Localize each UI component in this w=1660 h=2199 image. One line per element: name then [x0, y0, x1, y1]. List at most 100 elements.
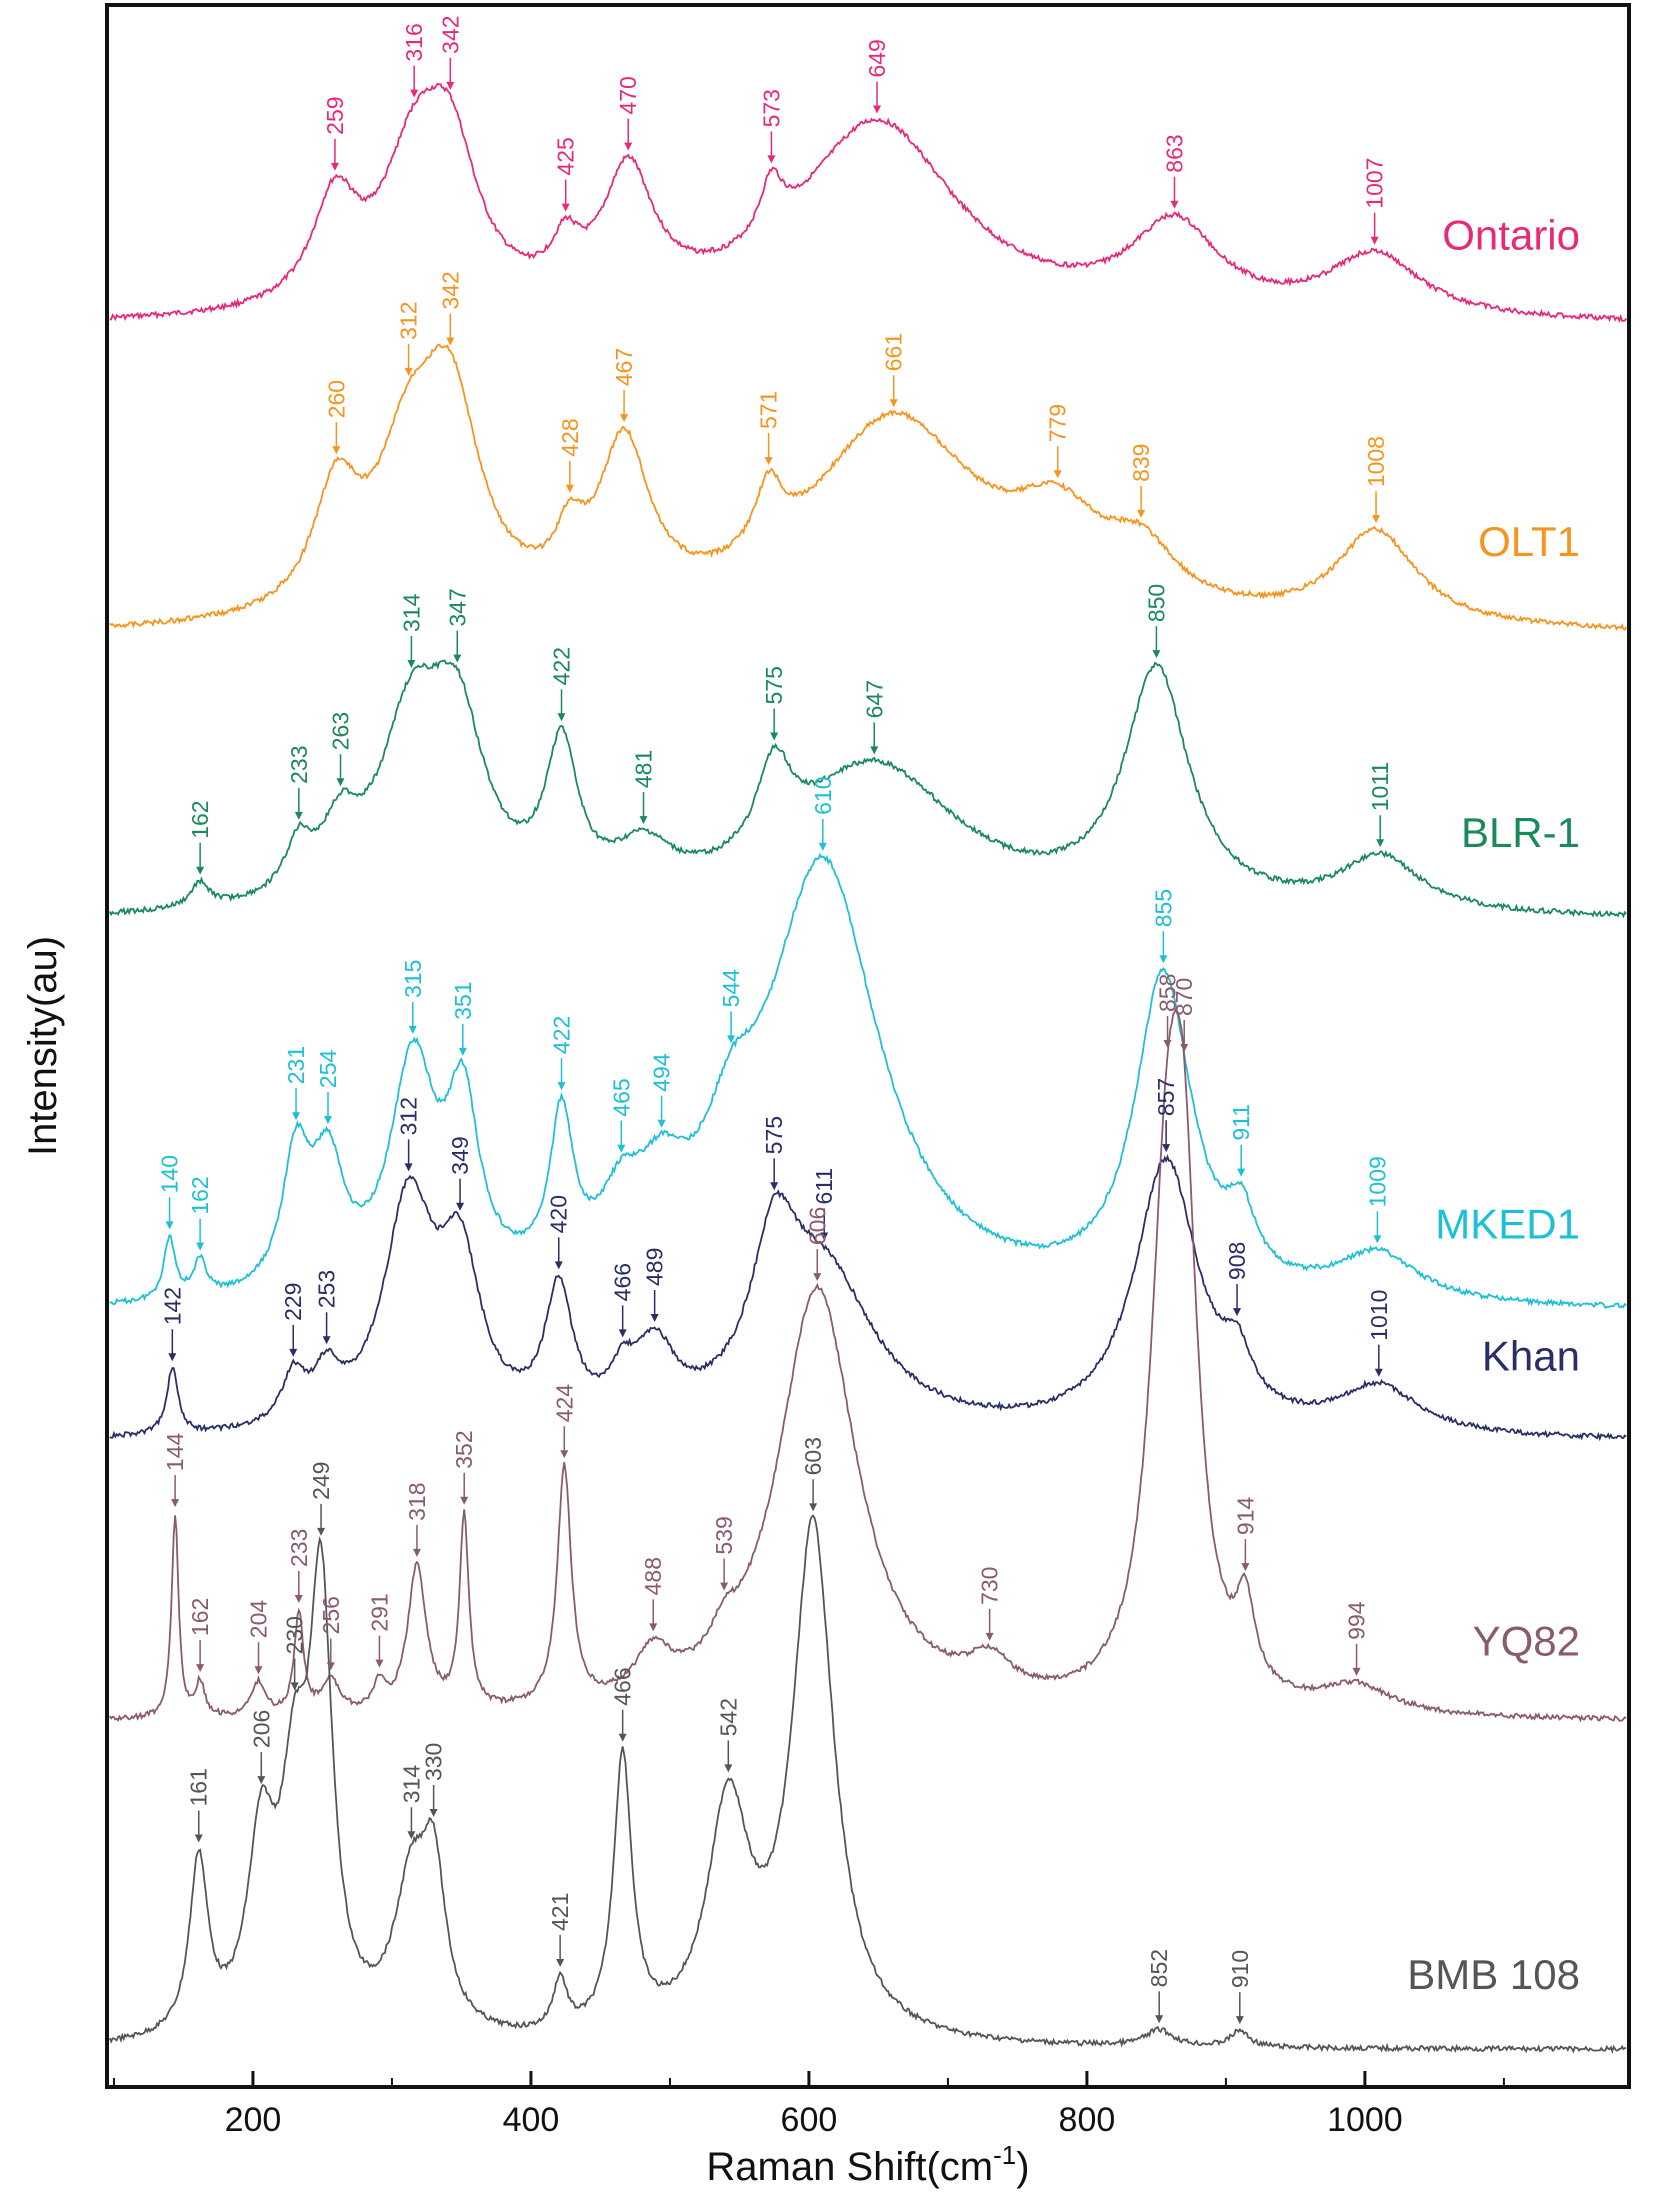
x-axis: 200 400 600 800 1000 — [112, 2071, 1505, 2139]
peak-label-bmb-108-249: 249 — [308, 1462, 334, 1500]
peak-arrowhead-mked1-465 — [617, 1144, 626, 1153]
peak-arrowhead-blr-1-162 — [196, 866, 205, 875]
peak-label-mked1-254: 254 — [315, 1049, 341, 1088]
peak-arrowhead-yq82-539 — [720, 1582, 729, 1591]
peak-arrowhead-mked1-315 — [408, 1025, 417, 1034]
peak-arrowhead-ontario-342 — [446, 81, 455, 90]
peak-arrowhead-mked1-162 — [196, 1242, 205, 1251]
peak-arrowhead-bmb-108-421 — [556, 1958, 565, 1967]
peak-arrowhead-mked1-911 — [1237, 1168, 1246, 1177]
x-tick-label-200: 200 — [225, 2101, 282, 2139]
x-axis-title-end: ) — [1016, 2145, 1029, 2189]
peak-label-mked1-140: 140 — [157, 1155, 183, 1193]
peak-arrowhead-yq82-256 — [326, 1662, 335, 1671]
peak-arrowhead-khan-489 — [650, 1314, 659, 1323]
peak-label-khan-420: 420 — [546, 1195, 572, 1233]
peak-label-bmb-108-330: 330 — [421, 1743, 447, 1781]
peak-arrowhead-mked1-1009 — [1373, 1235, 1382, 1244]
peak-label-ontario-316: 316 — [401, 23, 427, 61]
peak-arrowhead-khan-229 — [289, 1348, 298, 1357]
peak-label-yq82-424: 424 — [551, 1384, 577, 1423]
peak-arrowhead-mked1-140 — [165, 1221, 174, 1230]
peak-arrowhead-mked1-855 — [1159, 955, 1168, 964]
peak-label-yq82-233: 233 — [286, 1529, 312, 1567]
peak-label-ontario-342: 342 — [437, 15, 463, 53]
series-olt1-line — [109, 343, 1627, 631]
peak-arrowhead-ontario-1007 — [1370, 236, 1379, 245]
peak-label-bmb-108-603: 603 — [800, 1437, 826, 1475]
peak-arrowhead-yq82-488 — [649, 1623, 658, 1632]
peak-label-blr-1-1011: 1011 — [1367, 762, 1393, 811]
peak-label-yq82-914: 914 — [1232, 1496, 1258, 1535]
x-axis-title: Raman Shift(cm-1) — [706, 2140, 1029, 2189]
peak-arrowhead-blr-1-347 — [453, 654, 462, 663]
peak-arrowhead-yq82-162 — [196, 1664, 205, 1673]
peak-label-yq82-606: 606 — [804, 1207, 830, 1245]
peak-arrowhead-yq82-352 — [460, 1496, 469, 1505]
peak-label-ontario-1007: 1007 — [1362, 158, 1388, 209]
peak-arrowhead-khan-253 — [322, 1336, 331, 1345]
peak-arrowhead-blr-1-263 — [336, 778, 345, 787]
peak-label-olt1-661: 661 — [881, 333, 907, 371]
peak-label-khan-312: 312 — [396, 1097, 422, 1135]
peak-arrowhead-olt1-1008 — [1372, 515, 1381, 524]
peak-arrowhead-ontario-259 — [330, 162, 339, 171]
peak-label-olt1-260: 260 — [323, 380, 349, 418]
peak-arrowhead-bmb-108-230 — [290, 1682, 299, 1691]
peak-arrowhead-ontario-863 — [1170, 200, 1179, 209]
peak-arrowhead-khan-611 — [820, 1232, 829, 1241]
peak-label-mked1-1009: 1009 — [1364, 1156, 1390, 1207]
peak-arrowhead-olt1-839 — [1137, 509, 1146, 518]
peak-arrowhead-olt1-312 — [404, 367, 413, 376]
peak-label-khan-908: 908 — [1224, 1242, 1250, 1280]
peak-label-olt1-571: 571 — [756, 391, 782, 429]
peak-arrowhead-blr-1-233 — [294, 811, 303, 820]
peak-arrowhead-ontario-573 — [767, 155, 776, 164]
peak-label-khan-466: 466 — [610, 1263, 636, 1301]
peak-label-yq82-858: 858 — [1155, 974, 1181, 1012]
peak-arrowhead-khan-908 — [1233, 1308, 1242, 1317]
traces-layer — [108, 82, 1627, 2055]
peak-arrowhead-khan-1010 — [1374, 1368, 1383, 1377]
x-tick-label-800: 800 — [1059, 2101, 1116, 2139]
peak-arrowhead-ontario-425 — [561, 203, 570, 212]
peak-label-mked1-610: 610 — [810, 776, 836, 814]
x-tick-label-400: 400 — [503, 2101, 560, 2139]
peak-arrowhead-bmb-108-466 — [618, 1733, 627, 1742]
plot-frame — [105, 3, 1631, 2089]
peak-label-yq82-291: 291 — [366, 1593, 392, 1631]
peak-arrowhead-bmb-108-910 — [1235, 2016, 1244, 2025]
peak-label-blr-1-162: 162 — [187, 800, 213, 838]
peak-label-blr-1-263: 263 — [328, 712, 354, 750]
peak-label-bmb-108-466: 466 — [610, 1667, 636, 1705]
peak-label-ontario-425: 425 — [553, 137, 579, 175]
peak-arrowhead-mked1-351 — [458, 1047, 467, 1056]
peak-label-bmb-108-230: 230 — [282, 1616, 308, 1654]
peak-label-mked1-911: 911 — [1228, 1104, 1254, 1141]
peak-label-yq82-539: 539 — [711, 1516, 737, 1554]
peak-arrowhead-mked1-254 — [324, 1116, 333, 1125]
peak-label-bmb-108-852: 852 — [1146, 1949, 1172, 1987]
peak-label-blr-1-575: 575 — [761, 666, 787, 704]
peak-label-ontario-573: 573 — [758, 89, 784, 127]
peak-label-ontario-470: 470 — [615, 76, 641, 114]
peak-label-mked1-422: 422 — [549, 1016, 575, 1054]
peak-arrowhead-blr-1-850 — [1152, 650, 1161, 659]
peak-arrowhead-khan-349 — [456, 1202, 465, 1211]
peak-arrowhead-yq82-914 — [1241, 1563, 1250, 1572]
peak-arrowhead-khan-575 — [770, 1182, 779, 1191]
peak-label-blr-1-314: 314 — [398, 593, 424, 632]
peak-label-bmb-108-161: 161 — [186, 1768, 212, 1806]
peak-label-khan-857: 857 — [1153, 1078, 1179, 1116]
peak-arrowhead-olt1-260 — [332, 446, 341, 455]
peak-arrowhead-yq82-424 — [560, 1450, 569, 1459]
peak-label-blr-1-481: 481 — [631, 750, 657, 788]
peak-label-mked1-315: 315 — [400, 960, 426, 998]
peak-label-yq82-144: 144 — [162, 1432, 188, 1471]
peak-label-olt1-839: 839 — [1128, 444, 1154, 482]
peak-label-khan-229: 229 — [280, 1283, 306, 1321]
peak-label-mked1-494: 494 — [649, 1053, 675, 1092]
series-khan-line — [109, 1154, 1627, 1442]
peak-arrowhead-khan-312 — [404, 1163, 413, 1172]
